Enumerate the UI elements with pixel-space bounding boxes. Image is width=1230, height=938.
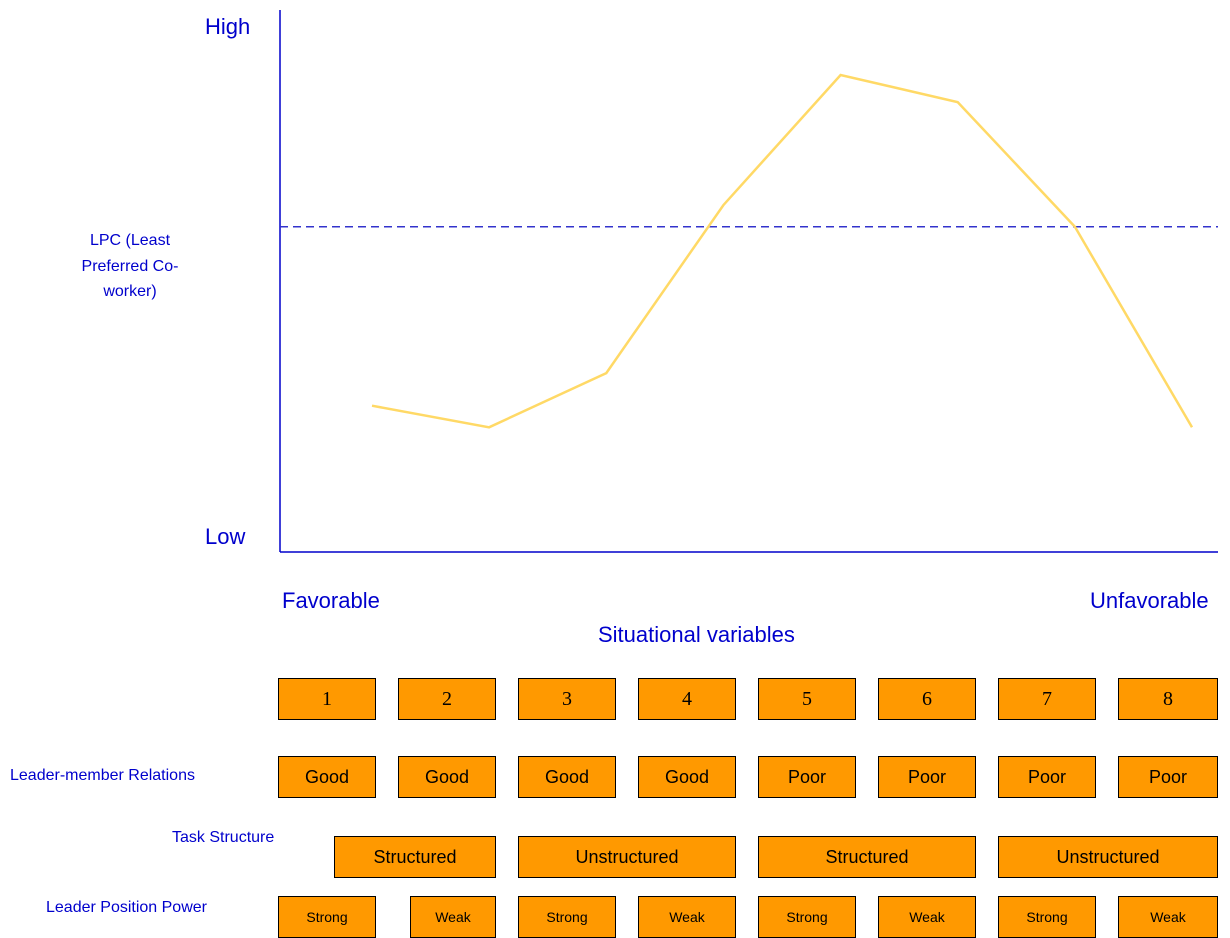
task-box-4: Unstructured: [998, 836, 1218, 878]
x-axis-right-label: Unfavorable: [1090, 588, 1209, 613]
relations-box-5: Poor: [758, 756, 856, 798]
power-box-6: Weak: [878, 896, 976, 938]
x-axis-title: Situational variables: [598, 622, 795, 647]
situation-box-6: 6: [878, 678, 976, 720]
situation-box-1: 1: [278, 678, 376, 720]
power-box-3: Strong: [518, 896, 616, 938]
relations-box-4: Good: [638, 756, 736, 798]
relations-box-7: Poor: [998, 756, 1096, 798]
relations-box-2: Good: [398, 756, 496, 798]
relations-box-1: Good: [278, 756, 376, 798]
situation-box-7: 7: [998, 678, 1096, 720]
power-box-2: Weak: [410, 896, 496, 938]
lpc-curve: [371, 73, 1194, 429]
y-axis-high-label: High: [205, 14, 251, 39]
power-box-8: Weak: [1118, 896, 1218, 938]
situation-box-2: 2: [398, 678, 496, 720]
task-box-3: Structured: [758, 836, 976, 878]
relations-row-label: Leader-member Relations: [10, 767, 195, 784]
task-row-label: Task Structure: [172, 829, 275, 846]
y-axis-low-label: Low: [205, 524, 246, 549]
x-axis-left-label: Favorable: [282, 588, 380, 613]
y-axis-title: LPC (Least Preferred Co-worker): [81, 232, 179, 301]
power-box-1: Strong: [278, 896, 376, 938]
task-box-1: Structured: [334, 836, 496, 878]
situation-box-5: 5: [758, 678, 856, 720]
situation-box-8: 8: [1118, 678, 1218, 720]
power-row-label: Leader Position Power: [46, 899, 207, 916]
situation-box-3: 3: [518, 678, 616, 720]
power-box-5: Strong: [758, 896, 856, 938]
situation-box-4: 4: [638, 678, 736, 720]
task-box-2: Unstructured: [518, 836, 736, 878]
power-box-7: Strong: [998, 896, 1096, 938]
relations-box-8: Poor: [1118, 756, 1218, 798]
relations-box-6: Poor: [878, 756, 976, 798]
relations-box-3: Good: [518, 756, 616, 798]
power-box-4: Weak: [638, 896, 736, 938]
